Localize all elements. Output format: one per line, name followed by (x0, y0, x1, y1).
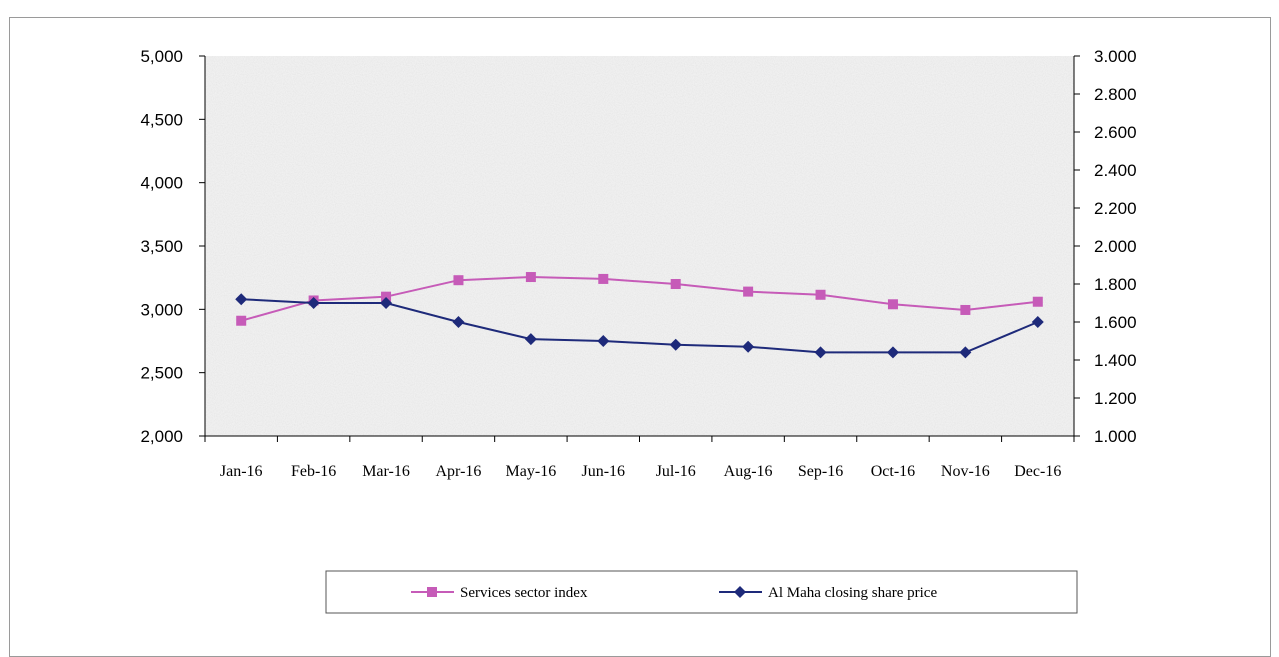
x-tick-label: Nov-16 (941, 463, 990, 480)
legend-marker-services (427, 587, 437, 597)
data-point-services (525, 272, 536, 283)
right-tick-label: 2.400 (1094, 161, 1137, 180)
data-point-services (960, 304, 971, 315)
left-tick-label: 3,500 (140, 237, 183, 256)
data-point-almaha (380, 297, 393, 309)
right-tick-label: 2.000 (1094, 237, 1137, 256)
data-point-services (815, 289, 826, 300)
series-line-services (240, 276, 1038, 322)
x-tick-label: Oct-16 (871, 463, 915, 480)
data-point-almaha (1031, 316, 1044, 328)
data-point-services (887, 299, 898, 310)
left-tick-label: 3,000 (140, 300, 183, 319)
x-tick-label: Sep-16 (798, 463, 843, 480)
data-point-services (381, 291, 392, 302)
series-line-almaha (241, 298, 1039, 354)
data-point-almaha (814, 346, 827, 359)
data-point-services (453, 275, 464, 286)
data-point-services (598, 273, 609, 284)
right-tick-label: 1.800 (1094, 275, 1137, 294)
data-point-services (670, 279, 681, 289)
right-tick-label: 2.600 (1094, 123, 1137, 142)
legend-label-services: Services sector index (460, 585, 588, 601)
x-tick-label: Jul-16 (656, 463, 696, 480)
x-tick-label: Feb-16 (291, 463, 336, 480)
legend-label-almaha: Al Maha closing share price (768, 585, 937, 601)
legend: Services sector index Al Maha closing sh… (325, 570, 1078, 614)
data-point-services (743, 286, 754, 297)
x-tick-label: May-16 (506, 463, 557, 480)
x-tick-label: Apr-16 (436, 463, 482, 480)
right-tick-label: 2.800 (1094, 85, 1137, 104)
right-tick-label: 2.200 (1094, 199, 1137, 218)
x-tick-label: Jun-16 (582, 463, 626, 480)
x-tick-label: Dec-16 (1014, 463, 1061, 480)
data-point-almaha (742, 340, 755, 353)
left-tick-label: 5,000 (140, 47, 183, 66)
x-tick-label: Mar-16 (362, 463, 410, 480)
data-point-almaha (235, 293, 248, 306)
data-point-almaha (959, 346, 972, 359)
right-tick-label: 1.000 (1094, 427, 1137, 446)
right-tick-label: 1.400 (1094, 351, 1137, 370)
left-tick-label: 2,500 (140, 364, 183, 383)
right-tick-label: 1.600 (1094, 313, 1137, 332)
right-tick-label: 1.200 (1094, 389, 1137, 408)
left-tick-label: 4,000 (140, 174, 183, 193)
data-point-services (236, 315, 247, 326)
right-tick-label: 3.000 (1094, 47, 1137, 66)
x-tick-label: Aug-16 (724, 463, 773, 480)
data-point-almaha (452, 316, 465, 328)
data-point-almaha (597, 335, 610, 347)
data-point-services (1032, 296, 1043, 307)
legend-marker-almaha (734, 586, 746, 598)
data-point-almaha (307, 297, 320, 309)
data-point-almaha (669, 338, 682, 351)
left-tick-label: 4,500 (140, 110, 183, 129)
left-tick-label: 2,000 (140, 427, 183, 446)
chart: 2,000 2,500 3,000 3,500 4,000 4,500 5,000 1.00… (140, 47, 1137, 614)
x-tick-label: Jan-16 (220, 463, 263, 480)
data-point-almaha (886, 346, 899, 359)
data-point-almaha (524, 333, 537, 346)
plot-area (205, 56, 1074, 436)
